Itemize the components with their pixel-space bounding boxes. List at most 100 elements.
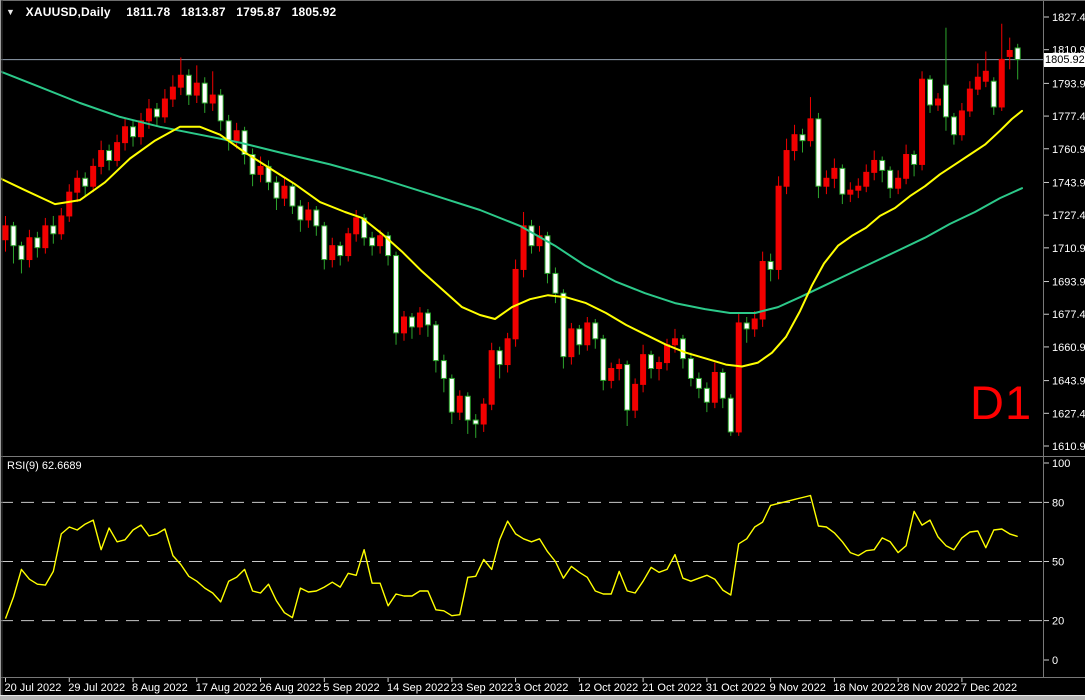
date-axis-label: 20 Jul 2022 bbox=[5, 682, 62, 694]
bull-candle-body bbox=[671, 338, 678, 346]
window-left-edge bbox=[0, 0, 1, 700]
bear-candle-body bbox=[106, 150, 113, 161]
bear-candle-body bbox=[424, 312, 431, 326]
bull-candle-body bbox=[958, 110, 965, 136]
bear-candle-body bbox=[879, 159, 886, 171]
window-top-edge bbox=[0, 0, 1085, 1]
date-axis-label: 18 Nov 2022 bbox=[833, 682, 895, 694]
date-axis-label: 7 Dec 2022 bbox=[961, 682, 1017, 694]
window-bottom-edge[interactable] bbox=[0, 696, 1085, 700]
bear-candle-body bbox=[560, 292, 567, 358]
bear-candle-body bbox=[552, 272, 559, 294]
bull-candle-body bbox=[377, 235, 384, 247]
bull-candle-body bbox=[329, 245, 336, 261]
price-axis-label: 1643.90 bbox=[1052, 376, 1085, 388]
bear-candle-body bbox=[217, 94, 224, 122]
bear-candle-body bbox=[544, 235, 551, 274]
bull-candle-body bbox=[193, 82, 200, 96]
bull-candle-body bbox=[169, 86, 176, 100]
price-axis-label: 1777.40 bbox=[1052, 111, 1085, 123]
bull-candle-body bbox=[711, 371, 718, 403]
timeframe-watermark: D1 bbox=[970, 376, 1033, 429]
ma-green-line bbox=[0, 70, 1023, 314]
bull-candle-body bbox=[847, 189, 854, 195]
date-axis-label: 26 Aug 2022 bbox=[260, 682, 322, 694]
bear-candle-body bbox=[385, 235, 392, 257]
date-axis-label: 23 Sep 2022 bbox=[451, 682, 513, 694]
bull-candle-body bbox=[831, 167, 838, 179]
bear-candle-body bbox=[313, 209, 320, 227]
bear-candle-body bbox=[321, 225, 328, 261]
price-axis[interactable]: 1827.401810.901793.901777.401760.901743.… bbox=[1044, 12, 1085, 453]
bull-candle-body bbox=[66, 191, 73, 217]
bear-candle-body bbox=[528, 225, 535, 247]
bear-candle-body bbox=[185, 74, 192, 96]
bear-candle-body bbox=[887, 169, 894, 189]
bear-candle-body bbox=[337, 245, 344, 257]
bear-candle-body bbox=[297, 205, 304, 221]
bull-candle-body bbox=[966, 88, 973, 112]
bear-candle-body bbox=[448, 377, 455, 413]
bull-candle-body bbox=[568, 328, 575, 358]
bull-candle-body bbox=[584, 322, 591, 346]
bull-candle-body bbox=[759, 261, 766, 320]
ohlc-high: 1813.87 bbox=[180, 5, 226, 19]
bull-candle-body bbox=[281, 185, 288, 199]
bull-candle-body bbox=[823, 177, 830, 187]
bear-candle-body bbox=[727, 397, 734, 433]
bear-candle-body bbox=[719, 371, 726, 399]
bear-candle-body bbox=[432, 324, 439, 362]
bull-candle-body bbox=[974, 76, 981, 90]
bull-candle-body bbox=[934, 98, 941, 106]
bear-candle-body bbox=[289, 185, 296, 207]
bull-candle-body bbox=[137, 120, 144, 138]
bull-candle-body bbox=[640, 354, 647, 385]
date-axis-label: 8 Aug 2022 bbox=[132, 682, 188, 694]
ohlc-low: 1795.87 bbox=[236, 5, 282, 19]
bear-candle-body bbox=[34, 237, 41, 249]
date-axis-label: 28 Nov 2022 bbox=[897, 682, 959, 694]
symbol-label: XAUUSD,Daily bbox=[25, 5, 111, 19]
bear-candle-body bbox=[130, 126, 137, 138]
bear-candle-body bbox=[153, 108, 160, 118]
time-axis[interactable]: 20 Jul 2022 29 Jul 2022 8 Aug 2022 17 Aug 2… bbox=[5, 678, 1018, 694]
bull-candle-body bbox=[122, 126, 129, 144]
bull-candle-body bbox=[26, 237, 33, 261]
bull-candle-body bbox=[998, 58, 1005, 108]
symbol-dropdown-icon[interactable]: ▼ bbox=[6, 7, 16, 17]
bear-candle-body bbox=[408, 316, 415, 328]
rsi-axis-label: 20 bbox=[1052, 616, 1064, 628]
bear-candle-body bbox=[942, 84, 949, 118]
bull-candle-body bbox=[520, 225, 527, 270]
price-axis-label: 1793.90 bbox=[1052, 78, 1085, 90]
rsi-axis-label: 80 bbox=[1052, 497, 1064, 509]
date-axis-label: 14 Sep 2022 bbox=[387, 682, 449, 694]
candles-layer bbox=[2, 23, 1021, 438]
bear-candle-body bbox=[624, 364, 631, 411]
price-axis-label: 1743.90 bbox=[1052, 177, 1085, 189]
bull-candle-body bbox=[895, 177, 902, 189]
bull-candle-body bbox=[863, 171, 870, 187]
bear-candle-body bbox=[393, 255, 400, 334]
bear-candle-body bbox=[201, 82, 208, 104]
bear-candle-body bbox=[950, 116, 957, 136]
bull-candle-body bbox=[145, 108, 152, 122]
bear-candle-body bbox=[10, 225, 17, 247]
bull-candle-body bbox=[504, 338, 511, 366]
bear-candle-body bbox=[82, 177, 89, 187]
bull-candle-body bbox=[664, 344, 671, 364]
rsi-axis[interactable]: 100 80 50 20 0 bbox=[1044, 458, 1070, 667]
ohlc-close: 1805.92 bbox=[291, 5, 337, 19]
bull-candle-body bbox=[90, 165, 97, 187]
bear-candle-body bbox=[1014, 47, 1021, 61]
bear-candle-body bbox=[687, 358, 694, 379]
price-axis-label: 1660.90 bbox=[1052, 342, 1085, 354]
date-axis-label: 9 Nov 2022 bbox=[770, 682, 826, 694]
bull-candle-body bbox=[982, 70, 989, 82]
date-axis-label: 3 Oct 2022 bbox=[515, 682, 569, 694]
bull-candle-body bbox=[305, 209, 312, 221]
bear-candle-body bbox=[18, 245, 25, 261]
bull-candle-body bbox=[783, 150, 790, 187]
bull-candle-body bbox=[177, 74, 184, 88]
